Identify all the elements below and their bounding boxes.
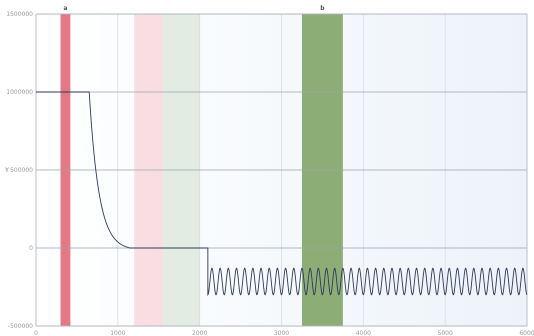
x-tick-label: 1000: [110, 330, 125, 336]
x-tick-label: 4000: [356, 330, 371, 336]
y-tick-label: 500000: [10, 167, 33, 174]
y-tick-label: 1000000: [6, 89, 33, 96]
x-tick-label: 5000: [438, 330, 453, 336]
axes: [35, 13, 528, 327]
tick-labels: 0 1000 2000 3000 4000 5000 6000-50000005000001…: [4, 11, 534, 336]
y-tick-label: 1500000: [6, 11, 33, 18]
series-line-1: [36, 91, 528, 297]
y-tick-label: -500000: [8, 323, 33, 330]
x-tick-label: 2000: [192, 330, 207, 336]
y-axis-label: Y: [4, 167, 9, 174]
x-tick-label: 0: [34, 330, 38, 336]
y-tick-label: 0: [29, 245, 33, 252]
x-tick-label: 3000: [274, 330, 289, 336]
band-marker-label: b: [320, 5, 325, 12]
band-marker-label: a: [63, 5, 67, 12]
series-layer: [36, 91, 528, 297]
plot-frame: [35, 13, 528, 327]
x-tick-label: 6000: [519, 330, 534, 336]
